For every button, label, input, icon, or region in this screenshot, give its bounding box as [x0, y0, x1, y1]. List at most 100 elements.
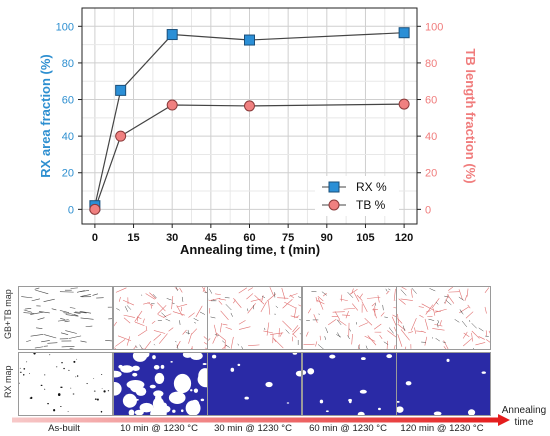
grain-boundary [153, 333, 162, 341]
grain-boundary [289, 293, 298, 297]
grain-boundary [248, 344, 260, 347]
x-tick-label: 60 [243, 232, 255, 244]
grain-boundary [208, 297, 221, 302]
grain-boundary [213, 299, 215, 301]
series-markers [89, 27, 410, 215]
x-tick-label: 90 [321, 232, 333, 244]
grain-boundary [214, 334, 219, 336]
grain-boundary [134, 321, 145, 327]
grain-boundary [345, 310, 349, 319]
grain-region [72, 393, 75, 395]
y-tick-label-left: 60 [62, 95, 74, 107]
y-axis-title-right: TB length fraction (%) [463, 48, 478, 183]
column-label: 120 min @ 1230 °C [400, 423, 484, 434]
grain-boundary [57, 319, 69, 322]
grain-region [244, 396, 249, 400]
y-ticks-right: 0 20 40 60 80 100 [417, 21, 443, 216]
grain-boundary [443, 340, 449, 349]
grain-boundary [60, 318, 65, 320]
grain-region [73, 360, 76, 363]
grain-region [348, 398, 352, 402]
grain-region [152, 397, 165, 411]
grain-boundary [238, 326, 251, 330]
legend-label-tb: TB % [356, 198, 386, 212]
grain-region [40, 384, 43, 386]
grain-boundary [488, 330, 490, 334]
grain-boundary [179, 287, 183, 293]
grain-boundary [467, 304, 471, 309]
grain-boundary [462, 337, 473, 347]
grain-boundary [366, 296, 381, 299]
grain-boundary [34, 287, 40, 290]
grain-boundary [166, 298, 172, 301]
grain-region [33, 353, 36, 355]
grain-boundary [222, 340, 226, 344]
grain-region [292, 353, 298, 355]
grain-boundary [123, 314, 135, 318]
grain-boundary [175, 287, 178, 291]
grain-boundary [445, 299, 452, 306]
grain-region [23, 368, 26, 370]
y-tick-label-left: 20 [62, 168, 74, 180]
tb-point [166, 99, 178, 111]
grain-boundary [373, 323, 382, 330]
grain-boundary [447, 294, 455, 304]
grain-region [307, 368, 315, 375]
grain-boundary [60, 332, 69, 335]
grain-boundary [181, 296, 184, 302]
micrograph-texture [397, 353, 490, 415]
grain-boundary [315, 341, 318, 347]
grain-boundary [65, 314, 79, 317]
legend-marker-rx [328, 181, 340, 193]
grain-boundary [37, 317, 45, 321]
grain-boundary [386, 340, 388, 349]
grain-region [360, 357, 366, 361]
grain-boundary [266, 293, 277, 302]
grain-boundary [458, 296, 464, 301]
y-tick-label-right: 40 [425, 131, 437, 143]
grain-region [154, 372, 165, 384]
grain-boundary [397, 333, 403, 347]
grain-boundary [41, 340, 50, 343]
grain-boundary [116, 308, 120, 311]
grain-boundary [114, 321, 117, 327]
legend: RX % TB % [315, 176, 399, 216]
grain-boundary [238, 320, 246, 325]
gb-tb-map-panel [113, 286, 208, 350]
grain-boundary [190, 347, 193, 349]
grain-boundary [163, 313, 172, 318]
grain-region [47, 402, 49, 405]
grain-boundary [208, 338, 211, 341]
grain-boundary [289, 294, 295, 299]
grain-region [70, 387, 72, 389]
grain-boundary [225, 344, 230, 348]
grain-boundary [220, 310, 229, 320]
grain-boundary [281, 287, 286, 300]
grain-boundary [424, 318, 429, 330]
grain-region [295, 370, 301, 377]
grain-boundary [444, 295, 449, 298]
grain-boundary [23, 312, 35, 314]
grain-region [202, 362, 207, 366]
grain-boundary [433, 308, 436, 316]
grain-boundary [204, 347, 207, 349]
grain-boundary [384, 316, 388, 318]
grain-boundary [69, 348, 75, 349]
tb-point [89, 203, 101, 215]
grain-boundary [425, 304, 434, 315]
grain-boundary [23, 309, 33, 313]
grain-region [122, 393, 137, 408]
grain-boundary [364, 317, 373, 326]
grain-boundary [398, 298, 406, 305]
grain-boundary [484, 287, 490, 293]
grain-boundary [411, 287, 417, 294]
grain-boundary [171, 296, 174, 310]
grain-region [160, 364, 165, 369]
grain-boundary [317, 344, 324, 349]
grain-boundary [145, 293, 156, 300]
grain-region [170, 361, 173, 363]
micrograph-texture [303, 287, 396, 349]
grain-boundary [437, 319, 440, 324]
grain-boundary [193, 318, 199, 322]
grain-region [357, 411, 365, 415]
